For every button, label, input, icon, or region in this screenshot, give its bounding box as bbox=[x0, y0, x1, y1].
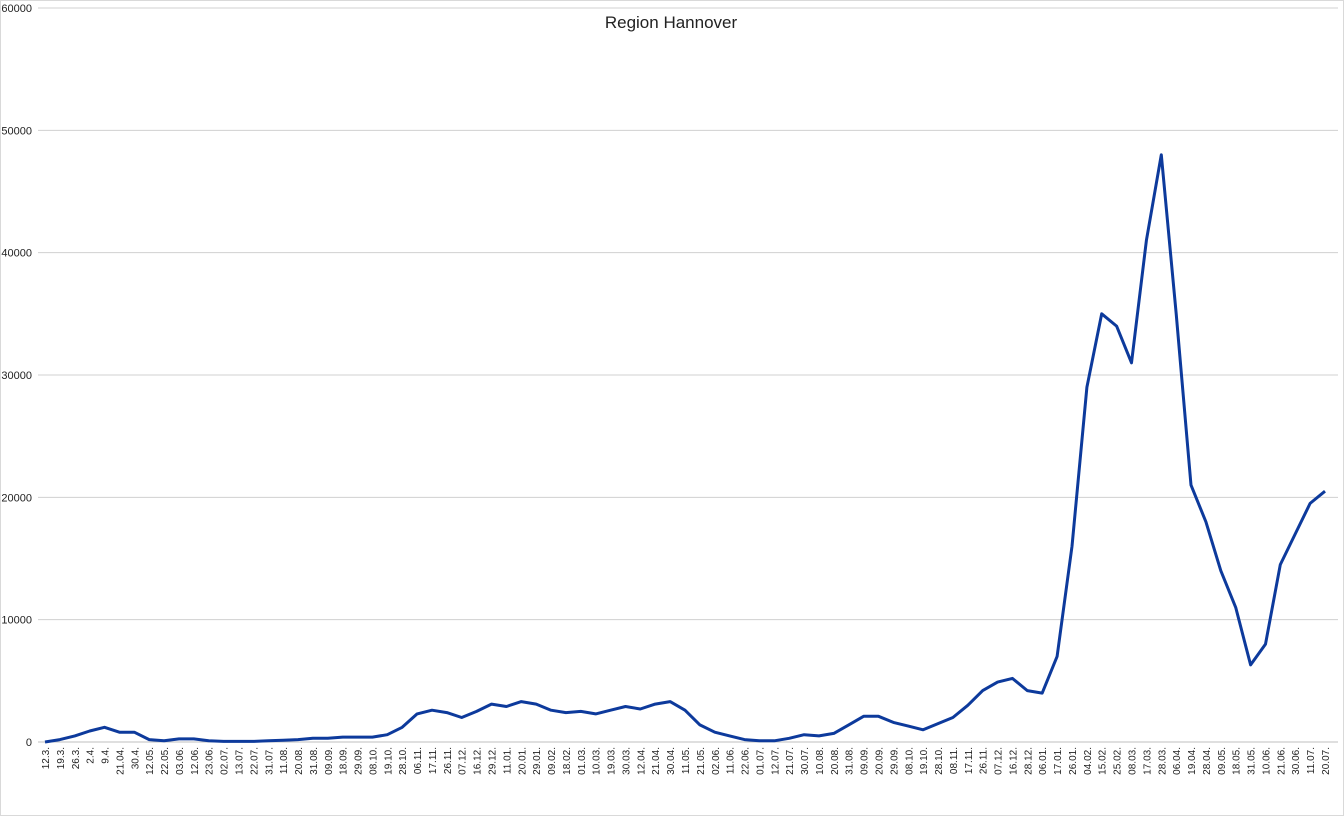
x-tick-label: 30.06. bbox=[1291, 747, 1302, 775]
x-tick-label: 22.06. bbox=[741, 747, 752, 775]
x-tick-label: 25.02. bbox=[1113, 747, 1124, 775]
x-tick-label: 11.06. bbox=[726, 747, 737, 774]
x-tick-label: 29.12. bbox=[488, 747, 499, 775]
x-tick-label: 06.01. bbox=[1038, 747, 1049, 775]
x-tick-label: 11.08. bbox=[279, 747, 290, 774]
x-tick-label: 15.02. bbox=[1098, 747, 1109, 775]
y-tick-label: 40000 bbox=[1, 248, 32, 260]
x-tick-label: 26.3. bbox=[71, 747, 82, 769]
x-tick-label: 08.10. bbox=[904, 747, 915, 775]
x-tick-label: 31.07. bbox=[264, 747, 275, 775]
x-tick-label: 17.01. bbox=[1053, 747, 1064, 775]
chart-title: Region Hannover bbox=[605, 13, 738, 32]
x-tick-label: 17.11. bbox=[964, 747, 975, 774]
x-tick-label: 31.08. bbox=[845, 747, 856, 775]
x-tick-label: 30.03. bbox=[621, 747, 632, 775]
x-tick-label: 19.04. bbox=[1187, 747, 1198, 775]
x-tick-label: 23.06. bbox=[205, 747, 216, 775]
x-tick-label: 12.05. bbox=[145, 747, 156, 775]
x-tick-label: 28.04. bbox=[1202, 747, 1213, 775]
x-tick-label: 9.4. bbox=[101, 747, 112, 764]
x-tick-label: 19.03. bbox=[607, 747, 618, 775]
x-tick-label: 28.10. bbox=[398, 747, 409, 775]
x-tick-label: 06.11. bbox=[413, 747, 424, 774]
x-tick-label: 28.03. bbox=[1157, 747, 1168, 775]
x-tick-label: 12.07. bbox=[770, 747, 781, 775]
x-tick-label: 18.05. bbox=[1232, 747, 1243, 775]
x-tick-label: 19.10. bbox=[919, 747, 930, 775]
x-tick-label: 09.09. bbox=[860, 747, 871, 775]
x-tick-label: 29.01. bbox=[532, 747, 543, 775]
x-tick-label: 03.06. bbox=[175, 747, 186, 775]
x-tick-label: 17.03. bbox=[1142, 747, 1153, 775]
x-tick-label: 07.12. bbox=[994, 747, 1005, 775]
x-tick-label: 20.08. bbox=[830, 747, 841, 775]
x-tick-label: 20.09. bbox=[874, 747, 885, 775]
x-tick-label: 21.04. bbox=[115, 747, 126, 775]
x-tick-label: 08.03. bbox=[1128, 747, 1139, 775]
x-tick-label: 10.08. bbox=[815, 747, 826, 775]
y-tick-label: 10000 bbox=[1, 615, 32, 627]
x-tick-label: 21.06. bbox=[1276, 747, 1287, 775]
x-tick-label: 31.05. bbox=[1247, 747, 1258, 775]
x-tick-label: 07.12. bbox=[458, 747, 469, 775]
y-tick-label: 60000 bbox=[1, 3, 32, 15]
x-tick-label: 18.09. bbox=[339, 747, 350, 775]
x-tick-label: 30.4. bbox=[130, 747, 141, 769]
x-tick-label: 20.08. bbox=[294, 747, 305, 775]
x-tick-label: 26.11. bbox=[443, 747, 454, 774]
x-tick-label: 11.01. bbox=[502, 747, 513, 774]
y-tick-label: 20000 bbox=[1, 492, 32, 504]
x-tick-label: 09.02. bbox=[547, 747, 558, 775]
x-tick-label: 16.12. bbox=[473, 747, 484, 775]
data-line bbox=[44, 153, 1326, 744]
x-tick-label: 26.01. bbox=[1068, 747, 1079, 775]
x-tick-label: 01.03. bbox=[577, 747, 588, 775]
x-tick-label: 22.07. bbox=[249, 747, 260, 775]
x-tick-label: 29.09. bbox=[889, 747, 900, 775]
x-tick-label: 30.04. bbox=[666, 747, 677, 775]
x-tick-label: 29.09. bbox=[354, 747, 365, 775]
x-tick-label: 01.07. bbox=[755, 747, 766, 775]
x-tick-label: 09.09. bbox=[324, 747, 335, 775]
x-tick-label: 20.07. bbox=[1321, 747, 1332, 775]
x-tick-label: 08.11. bbox=[949, 747, 960, 774]
x-tick-label: 21.04. bbox=[651, 747, 662, 775]
x-tick-label: 02.06. bbox=[711, 747, 722, 775]
x-tick-label: 19.3. bbox=[56, 747, 67, 769]
x-tick-label: 04.02. bbox=[1083, 747, 1094, 775]
x-tick-label: 28.10. bbox=[934, 747, 945, 775]
x-tick-label: 11.07. bbox=[1306, 747, 1317, 774]
x-tick-label: 22.05. bbox=[160, 747, 171, 775]
x-tick-label: 18.02. bbox=[562, 747, 573, 775]
x-tick-label: 21.05. bbox=[696, 747, 707, 775]
x-tick-label: 30.07. bbox=[800, 747, 811, 775]
x-tick-label: 12.3. bbox=[41, 747, 52, 769]
y-tick-label: 30000 bbox=[1, 370, 32, 382]
x-tick-label: 10.03. bbox=[592, 747, 603, 775]
x-tick-label: 12.06. bbox=[190, 747, 201, 775]
x-tick-label: 08.10. bbox=[368, 747, 379, 775]
x-tick-label: 17.11. bbox=[428, 747, 439, 774]
x-tick-label: 26.11. bbox=[979, 747, 990, 774]
y-tick-label: 0 bbox=[26, 737, 32, 749]
x-tick-label: 09.05. bbox=[1217, 747, 1228, 775]
x-tick-label: 2.4. bbox=[86, 747, 97, 764]
x-tick-label: 16.12. bbox=[1008, 747, 1019, 775]
x-tick-label: 02.07. bbox=[220, 747, 231, 775]
x-tick-label: 11.05. bbox=[681, 747, 692, 774]
x-tick-label: 31.08. bbox=[309, 747, 320, 775]
x-tick-label: 20.01. bbox=[517, 747, 528, 775]
x-tick-label: 19.10. bbox=[383, 747, 394, 775]
x-tick-label: 06.04. bbox=[1172, 747, 1183, 775]
x-tick-label: 13.07. bbox=[234, 747, 245, 775]
y-tick-label: 50000 bbox=[1, 125, 32, 137]
x-tick-label: 10.06. bbox=[1261, 747, 1272, 775]
x-tick-label: 12.04. bbox=[636, 747, 647, 775]
x-tick-label: 28.12. bbox=[1023, 747, 1034, 775]
x-tick-label: 21.07. bbox=[785, 747, 796, 775]
